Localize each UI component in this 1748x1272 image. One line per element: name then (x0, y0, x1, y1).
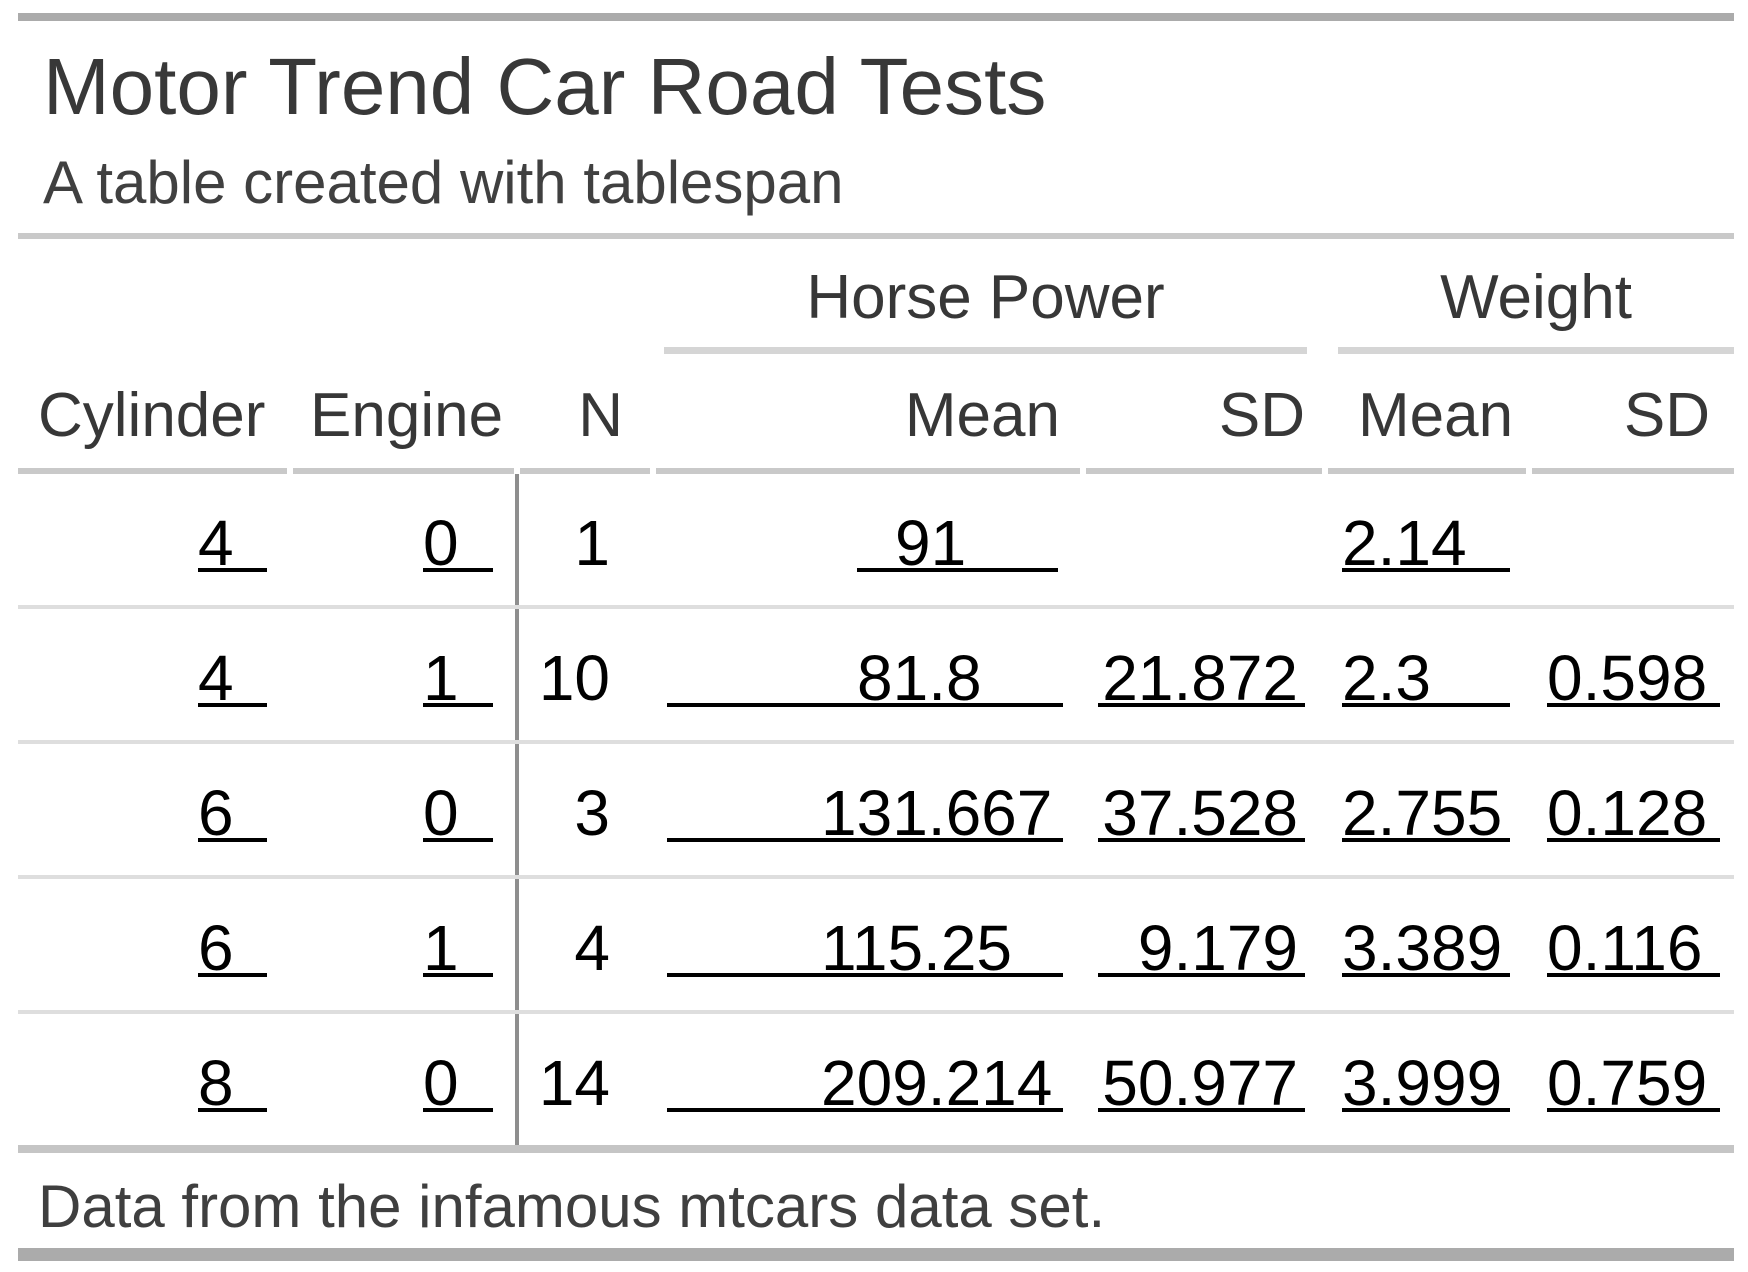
header-divider-segment (293, 468, 514, 474)
cell-cylinder: 6 (198, 916, 267, 980)
col-header-hp-sd: SD (1218, 381, 1305, 450)
cell-hp-sd: 50.977 (1098, 1051, 1305, 1115)
top-border-bar (18, 13, 1734, 21)
cell-engine: 0 (423, 1051, 493, 1115)
row-separator (18, 605, 1734, 609)
page-subtitle: A table created with tablespan (43, 149, 844, 216)
cell-hp-mean: 91 (857, 511, 1058, 575)
page-title: Motor Trend Car Road Tests (43, 42, 1047, 131)
col-header-wt-sd: SD (1623, 381, 1710, 450)
cell-hp-sd: 21.872 (1098, 646, 1305, 710)
cell-hp-sd: 37.528 (1098, 781, 1305, 845)
header-divider-segment (1328, 468, 1526, 474)
header-divider-segment (520, 468, 650, 474)
cell-hp-mean: 115.25 (667, 916, 1063, 980)
header-divider-segment (1086, 468, 1322, 474)
cell-wt-sd: 0.116 (1547, 916, 1720, 980)
spanner-horse-power: Horse Power (806, 263, 1165, 332)
cell-n: 4 (574, 912, 610, 984)
row-separator (18, 875, 1734, 879)
cell-n: 10 (538, 642, 610, 714)
cell-hp-mean: 209.214 (667, 1051, 1063, 1115)
cell-cylinder: 4 (198, 511, 267, 575)
cell-engine: 0 (423, 781, 493, 845)
cell-wt-mean: 3.999 (1342, 1051, 1510, 1115)
spanner-weight: Weight (1440, 263, 1632, 332)
col-header-n: N (578, 381, 623, 450)
cell-cylinder: 8 (198, 1051, 267, 1115)
cell-wt-mean: 2.3 (1342, 646, 1510, 710)
cell-n: 1 (574, 507, 610, 579)
cell-hp-mean: 81.8 (667, 646, 1063, 710)
subtitle-divider (18, 233, 1734, 239)
header-divider-segment (18, 468, 287, 474)
row-separator (18, 1010, 1734, 1014)
spanner-horse-power-underline (664, 347, 1307, 354)
cell-n: 14 (538, 1047, 610, 1119)
table-footnote: Data from the infamous mtcars data set. (38, 1173, 1106, 1240)
cell-engine: 1 (423, 646, 493, 710)
cell-wt-mean: 2.755 (1342, 781, 1510, 845)
cell-wt-sd: 0.759 (1547, 1051, 1720, 1115)
cell-wt-sd: 0.128 (1547, 781, 1720, 845)
col-header-hp-mean: Mean (904, 381, 1060, 450)
cell-wt-mean: 2.14 (1342, 511, 1510, 575)
cell-wt-mean: 3.389 (1342, 916, 1510, 980)
cell-cylinder: 6 (198, 781, 267, 845)
row-separator (18, 740, 1734, 744)
cell-cylinder: 4 (198, 646, 267, 710)
col-header-wt-mean: Mean (1358, 381, 1514, 450)
spanner-weight-underline (1338, 347, 1734, 354)
bottom-border-bar (18, 1248, 1734, 1261)
header-divider-segment (656, 468, 1080, 474)
cell-n: 3 (574, 777, 610, 849)
header-divider-segment (1532, 468, 1734, 474)
cell-engine: 1 (423, 916, 493, 980)
col-header-cylinder: Cylinder (38, 381, 266, 450)
cell-hp-mean: 131.667 (667, 781, 1063, 845)
cell-hp-sd: 9.179 (1098, 916, 1305, 980)
footer-divider (18, 1145, 1734, 1153)
cell-wt-sd: 0.598 (1547, 646, 1720, 710)
row-name-divider-line (515, 474, 519, 1145)
cell-engine: 0 (423, 511, 493, 575)
col-header-engine: Engine (310, 381, 504, 450)
